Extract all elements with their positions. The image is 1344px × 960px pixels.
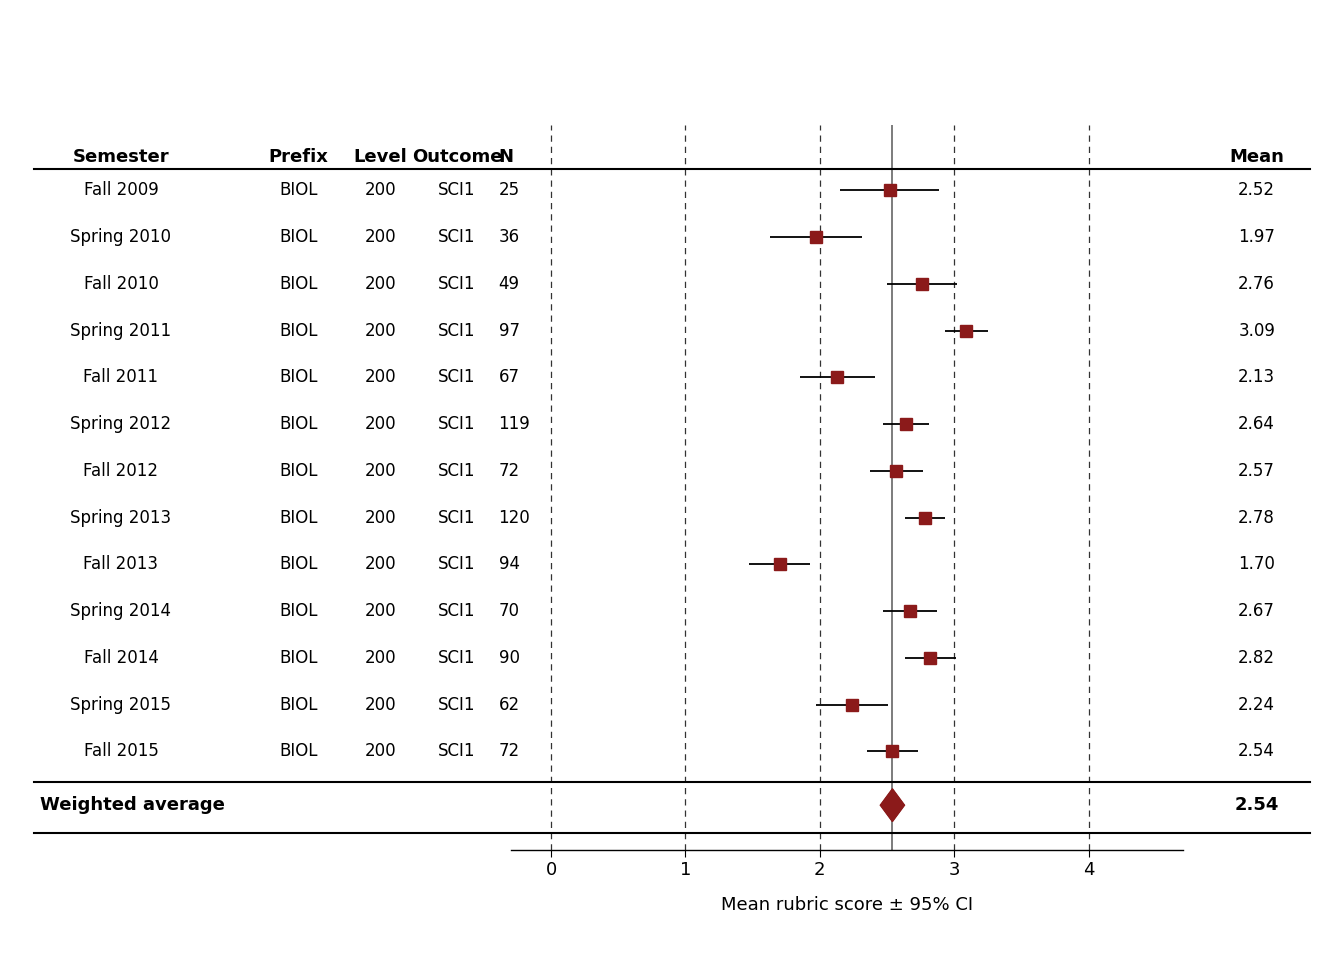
Text: 200: 200 — [364, 696, 396, 713]
Text: 2.54: 2.54 — [1234, 796, 1279, 814]
Text: BIOL: BIOL — [280, 696, 317, 713]
Text: BIOL: BIOL — [280, 649, 317, 667]
Text: N: N — [499, 148, 513, 165]
Text: 2.57: 2.57 — [1238, 462, 1275, 480]
Text: Level: Level — [353, 148, 407, 165]
Text: SCI1: SCI1 — [438, 415, 476, 433]
Text: 97: 97 — [499, 322, 520, 340]
Text: SCI1: SCI1 — [438, 228, 476, 246]
Text: BIOL: BIOL — [280, 462, 317, 480]
Text: 200: 200 — [364, 602, 396, 620]
Text: BIOL: BIOL — [280, 602, 317, 620]
Text: 1.97: 1.97 — [1238, 228, 1275, 246]
Text: Fall 2015: Fall 2015 — [83, 742, 159, 760]
Text: Fall 2010: Fall 2010 — [83, 275, 159, 293]
Text: SCI1: SCI1 — [438, 602, 476, 620]
Text: 2.82: 2.82 — [1238, 649, 1275, 667]
Text: 200: 200 — [364, 742, 396, 760]
Text: 70: 70 — [499, 602, 520, 620]
Text: Fall 2009: Fall 2009 — [83, 181, 159, 200]
Text: 2.67: 2.67 — [1238, 602, 1275, 620]
Text: BIOL: BIOL — [280, 742, 317, 760]
Text: Mean: Mean — [1230, 148, 1284, 165]
Text: 200: 200 — [364, 555, 396, 573]
X-axis label: Mean rubric score ± 95% CI: Mean rubric score ± 95% CI — [720, 896, 973, 914]
Text: 62: 62 — [499, 696, 520, 713]
Text: Fall 2014: Fall 2014 — [83, 649, 159, 667]
Text: SCI1: SCI1 — [438, 649, 476, 667]
Text: Spring 2010: Spring 2010 — [70, 228, 172, 246]
Text: 67: 67 — [499, 369, 520, 386]
Text: 25: 25 — [499, 181, 520, 200]
Text: 94: 94 — [499, 555, 520, 573]
Text: 2.76: 2.76 — [1238, 275, 1275, 293]
Text: 3.09: 3.09 — [1238, 322, 1275, 340]
Text: 1.70: 1.70 — [1238, 555, 1275, 573]
Text: Spring 2012: Spring 2012 — [70, 415, 172, 433]
Text: 2.54: 2.54 — [1238, 742, 1275, 760]
Text: Fall 2013: Fall 2013 — [83, 555, 159, 573]
Text: BIOL: BIOL — [280, 322, 317, 340]
Text: SCI1: SCI1 — [438, 181, 476, 200]
Text: Weighted average: Weighted average — [40, 796, 226, 814]
Text: SCI1: SCI1 — [438, 555, 476, 573]
Text: SCI1: SCI1 — [438, 369, 476, 386]
Text: Spring 2015: Spring 2015 — [70, 696, 172, 713]
Text: 2.64: 2.64 — [1238, 415, 1275, 433]
Text: 200: 200 — [364, 509, 396, 527]
Text: BIOL: BIOL — [280, 555, 317, 573]
Text: Fall 2011: Fall 2011 — [83, 369, 159, 386]
Text: SCI1: SCI1 — [438, 275, 476, 293]
Text: 200: 200 — [364, 649, 396, 667]
Text: 2.13: 2.13 — [1238, 369, 1275, 386]
Text: 200: 200 — [364, 181, 396, 200]
Text: 2.78: 2.78 — [1238, 509, 1275, 527]
Text: 120: 120 — [499, 509, 531, 527]
Polygon shape — [880, 789, 905, 822]
Text: BIOL: BIOL — [280, 228, 317, 246]
Text: BIOL: BIOL — [280, 275, 317, 293]
Text: 72: 72 — [499, 462, 520, 480]
Text: 200: 200 — [364, 462, 396, 480]
Text: 200: 200 — [364, 275, 396, 293]
Text: 36: 36 — [499, 228, 520, 246]
Text: SCI1: SCI1 — [438, 462, 476, 480]
Text: Prefix: Prefix — [269, 148, 328, 165]
Text: SCI1: SCI1 — [438, 696, 476, 713]
Text: Fall 2012: Fall 2012 — [83, 462, 159, 480]
Text: Outcome: Outcome — [411, 148, 503, 165]
Text: 2.52: 2.52 — [1238, 181, 1275, 200]
Text: BIOL: BIOL — [280, 509, 317, 527]
Text: Semester: Semester — [73, 148, 169, 165]
Text: 119: 119 — [499, 415, 531, 433]
Text: 72: 72 — [499, 742, 520, 760]
Text: 200: 200 — [364, 322, 396, 340]
Text: 200: 200 — [364, 415, 396, 433]
Text: Spring 2011: Spring 2011 — [70, 322, 172, 340]
Text: SCI1: SCI1 — [438, 509, 476, 527]
Text: SCI1: SCI1 — [438, 742, 476, 760]
Text: 49: 49 — [499, 275, 520, 293]
Text: 2.24: 2.24 — [1238, 696, 1275, 713]
Text: BIOL: BIOL — [280, 369, 317, 386]
Text: 90: 90 — [499, 649, 520, 667]
Text: 200: 200 — [364, 369, 396, 386]
Text: SCI1: SCI1 — [438, 322, 476, 340]
Text: Spring 2014: Spring 2014 — [70, 602, 172, 620]
Text: BIOL: BIOL — [280, 415, 317, 433]
Text: Spring 2013: Spring 2013 — [70, 509, 172, 527]
Text: BIOL: BIOL — [280, 181, 317, 200]
Text: 200: 200 — [364, 228, 396, 246]
